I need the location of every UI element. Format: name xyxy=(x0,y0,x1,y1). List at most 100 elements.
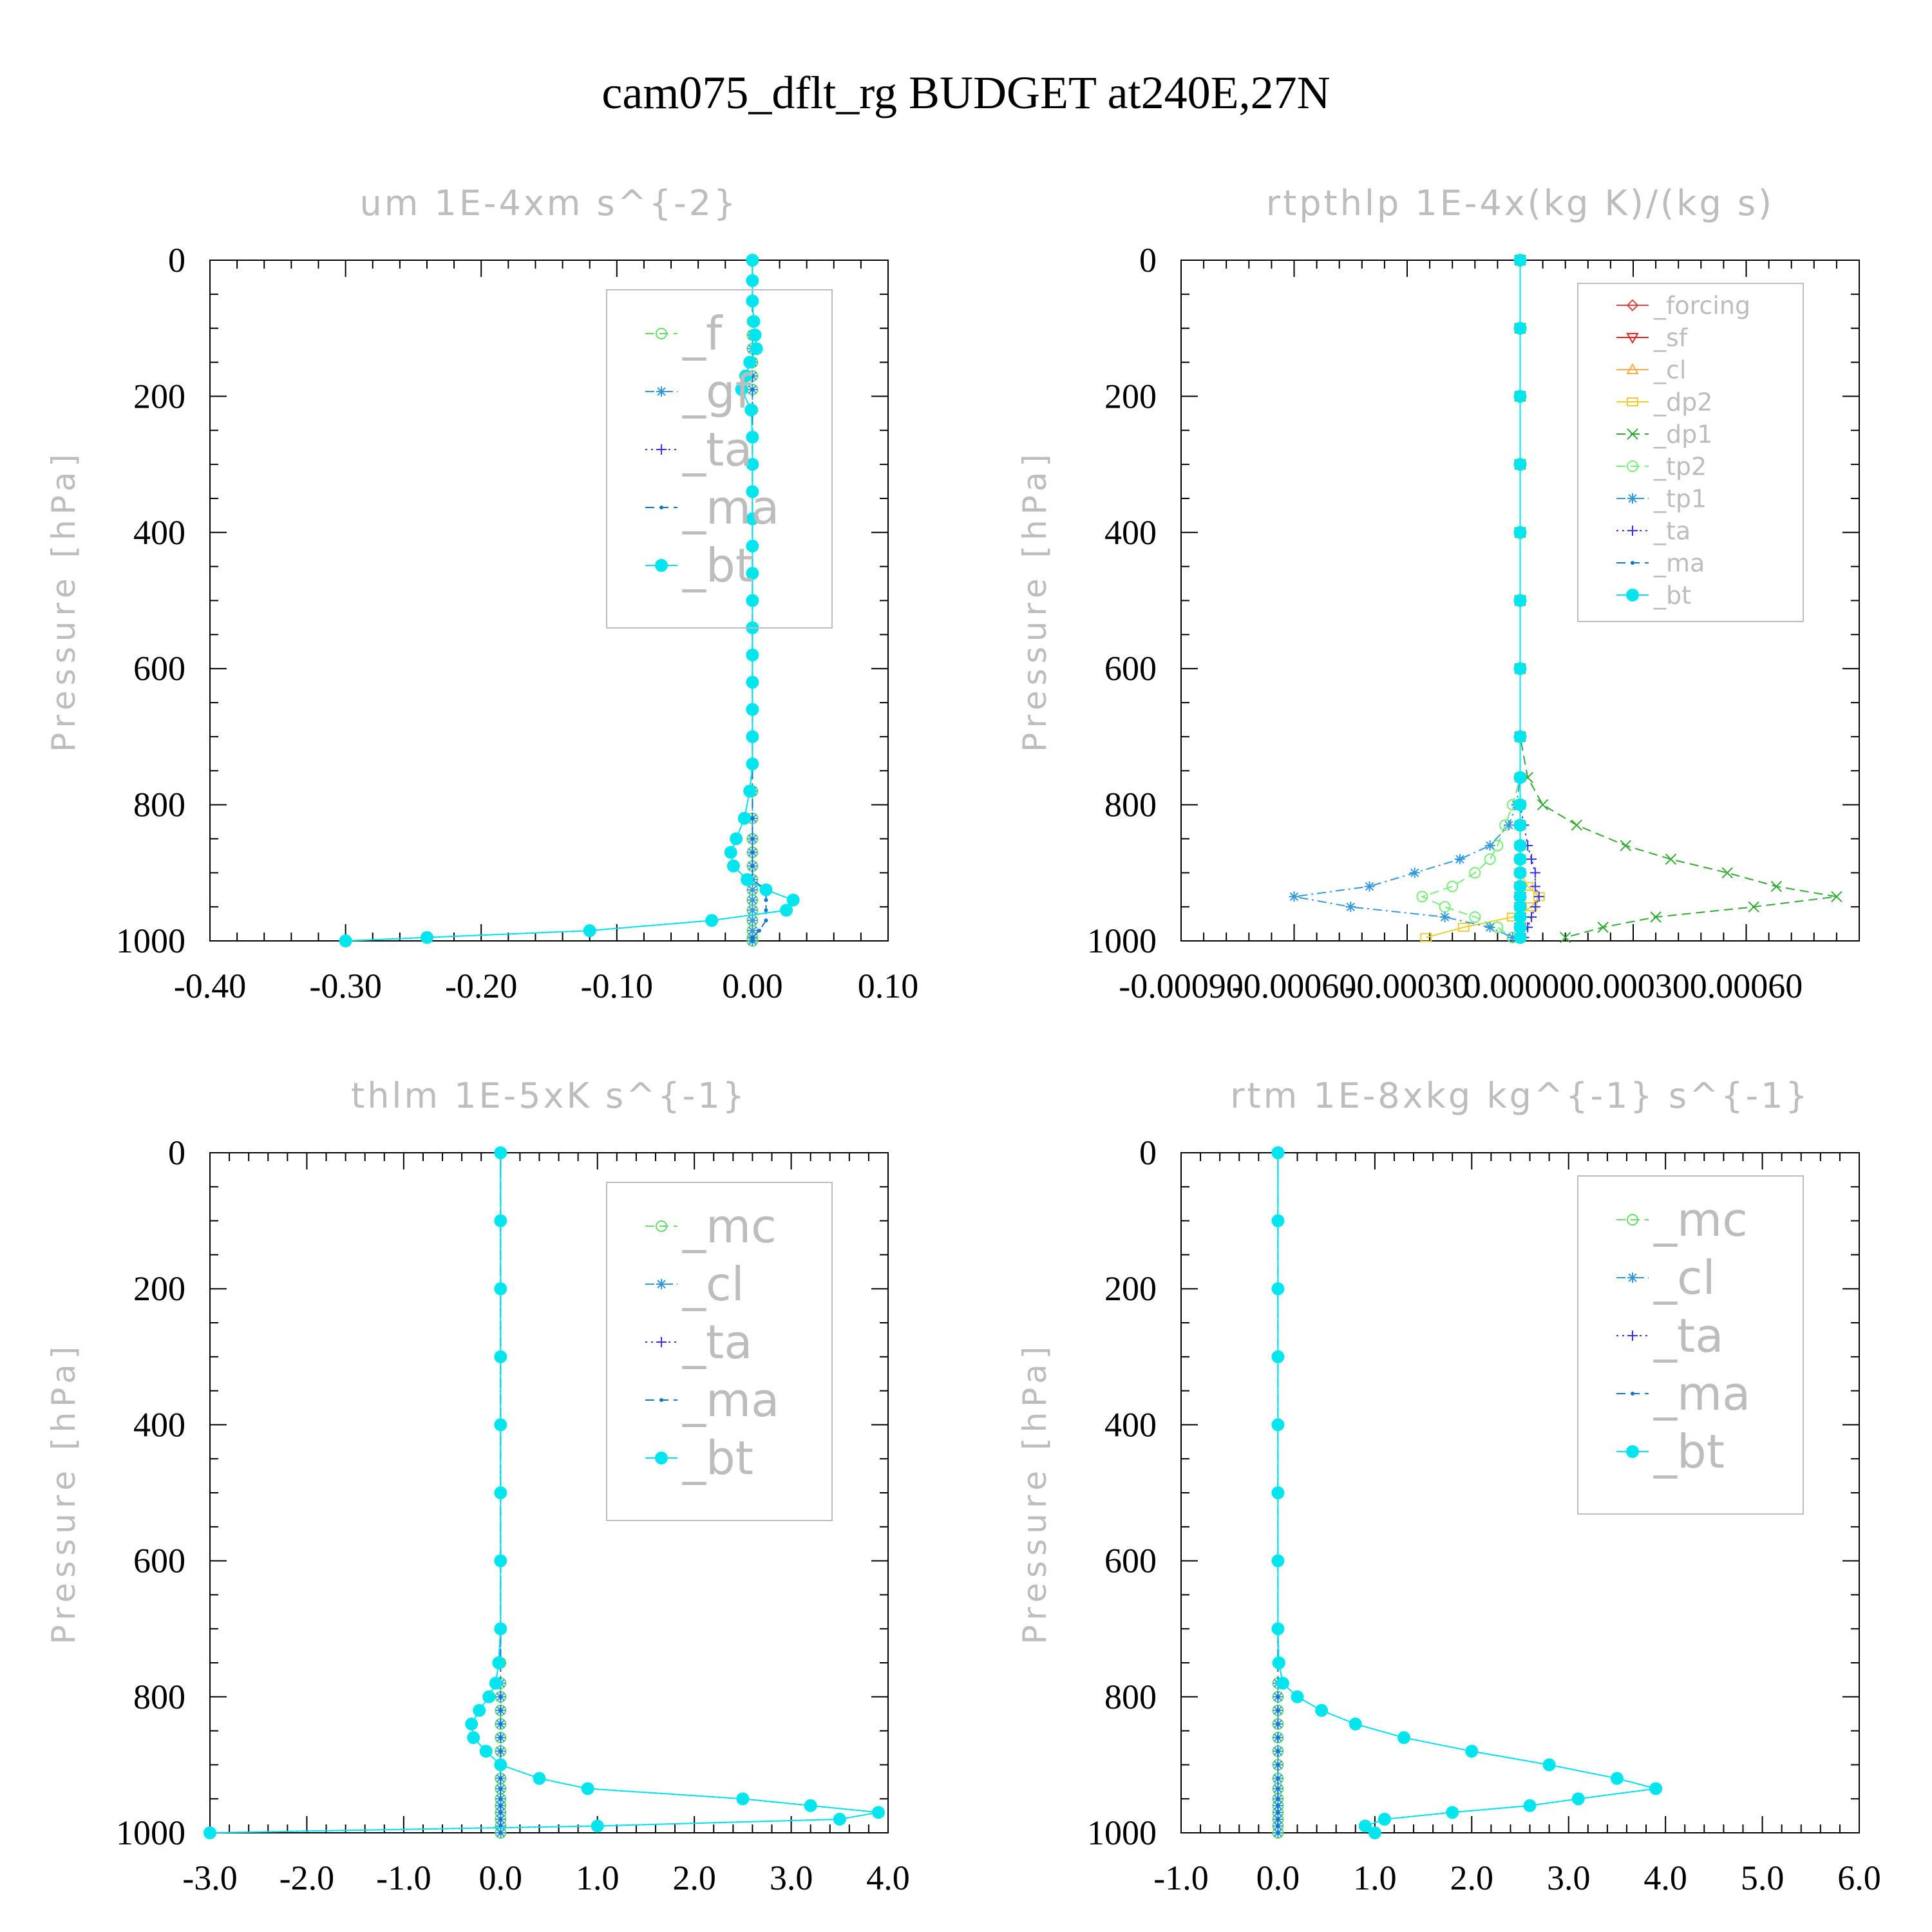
series-marker xyxy=(1315,1703,1329,1717)
series-marker xyxy=(1526,912,1537,923)
panel-title: rtpthlp 1E-4x(kg K)/(kg s) xyxy=(1266,183,1774,223)
series-marker xyxy=(1409,867,1420,878)
series-marker xyxy=(764,918,768,923)
series-marker xyxy=(1620,840,1632,851)
legend-item: _dp2 xyxy=(1616,388,1712,416)
legend-marker xyxy=(1626,299,1639,312)
series-marker xyxy=(746,757,759,771)
series-marker xyxy=(479,1745,493,1758)
series-marker xyxy=(498,1736,503,1740)
series-marker xyxy=(750,850,755,855)
series-line xyxy=(345,260,795,942)
series-marker xyxy=(1454,854,1465,865)
series-marker xyxy=(750,342,763,355)
legend-label: _cl xyxy=(1653,1251,1716,1305)
series-marker xyxy=(1446,880,1459,893)
series-line xyxy=(209,1153,879,1833)
series-marker xyxy=(746,703,759,716)
panel-title: um 1E-4xm s^{-2} xyxy=(360,183,739,223)
series-marker xyxy=(494,1214,507,1227)
series-marker xyxy=(746,458,759,471)
x-tick-label: 2.0 xyxy=(672,1859,716,1897)
legend-item: _ma xyxy=(645,1373,779,1427)
series-marker xyxy=(498,1749,503,1754)
y-tick-label: 800 xyxy=(1104,786,1157,824)
series-marker xyxy=(1513,911,1527,924)
legend-item: _cl xyxy=(1616,1251,1716,1305)
series-marker xyxy=(1271,1622,1285,1636)
series-marker xyxy=(1276,1708,1280,1712)
series-line xyxy=(1277,1153,1656,1833)
legend-marker xyxy=(656,1220,667,1232)
series-marker xyxy=(1597,922,1609,933)
series-marker xyxy=(1507,932,1518,943)
legend-marker xyxy=(656,328,667,339)
x-tick-label: 4.0 xyxy=(866,1859,910,1897)
legend-label: _cl xyxy=(682,1257,744,1311)
series-marker xyxy=(498,1694,503,1699)
series-marker xyxy=(1513,458,1527,471)
legend-marker xyxy=(1626,1445,1639,1458)
series-marker xyxy=(750,864,755,868)
x-tick-label: -0.20 xyxy=(445,967,517,1005)
series-marker xyxy=(1650,911,1662,923)
series-marker xyxy=(1559,932,1571,943)
series-marker xyxy=(1484,922,1495,933)
y-tick-label: 400 xyxy=(1104,513,1157,552)
legend-item: _mc xyxy=(1616,1193,1748,1247)
legend-label: _mc xyxy=(1653,1193,1748,1247)
series-marker xyxy=(1526,854,1537,865)
legend: _mc_cl_ta_ma_bt xyxy=(606,1182,833,1521)
legend-item: _mc xyxy=(645,1199,777,1253)
x-tick-label: 0.00000 xyxy=(1464,967,1577,1005)
series-marker xyxy=(1831,891,1842,903)
series-marker xyxy=(746,254,759,267)
series-marker xyxy=(1368,1826,1381,1839)
legend-item: _cl xyxy=(645,1257,744,1311)
legend-item: _bt xyxy=(1616,1425,1725,1479)
x-tick-label: 0.00030 xyxy=(1577,967,1690,1005)
y-tick-label: 1000 xyxy=(116,1814,185,1852)
series-marker xyxy=(494,1350,507,1363)
legend-marker xyxy=(655,559,668,572)
series-marker xyxy=(750,837,755,841)
x-tick-label: -0.30 xyxy=(309,967,381,1005)
series-marker xyxy=(747,915,758,926)
series-marker xyxy=(746,567,759,580)
series-marker xyxy=(746,430,759,444)
y-tick-label: 200 xyxy=(1104,377,1157,415)
series-marker xyxy=(1721,867,1733,879)
y-tick-label: 400 xyxy=(133,513,185,552)
figure-title: cam075_dflt_rg BUDGET at240E,27N xyxy=(601,67,1330,118)
legend-item: _gf xyxy=(645,365,753,419)
legend-label: _bt xyxy=(1653,1425,1725,1479)
series-marker xyxy=(1513,819,1527,832)
series-line xyxy=(1277,1153,1656,1833)
series-marker xyxy=(1271,1350,1285,1363)
series-marker xyxy=(1271,1418,1285,1432)
series-marker xyxy=(747,884,758,895)
series-marker xyxy=(764,908,768,913)
legend-frame xyxy=(606,289,833,629)
series-marker xyxy=(746,676,759,689)
legend-item: _dp1 xyxy=(1616,420,1712,448)
x-tick-label: -0.10 xyxy=(581,967,653,1005)
legend-marker xyxy=(656,1337,667,1347)
legend-marker xyxy=(659,1398,663,1402)
legend-label: _ma xyxy=(682,480,779,535)
legend-label: _bt xyxy=(682,1431,753,1485)
series-marker xyxy=(1276,1810,1280,1815)
series-marker xyxy=(757,929,761,933)
series-marker xyxy=(1276,1824,1280,1828)
series-marker xyxy=(1276,1776,1280,1781)
series-marker xyxy=(467,1731,480,1745)
y-axis-label: Pressure [hPa] xyxy=(45,449,82,752)
series-marker xyxy=(1276,1736,1280,1740)
legend-item: _ta xyxy=(1616,1309,1723,1363)
series-marker xyxy=(1439,912,1450,923)
series-marker xyxy=(750,387,755,392)
series-marker xyxy=(498,1776,503,1781)
series-marker xyxy=(1276,1749,1280,1754)
legend-item: _sf xyxy=(1616,323,1689,352)
